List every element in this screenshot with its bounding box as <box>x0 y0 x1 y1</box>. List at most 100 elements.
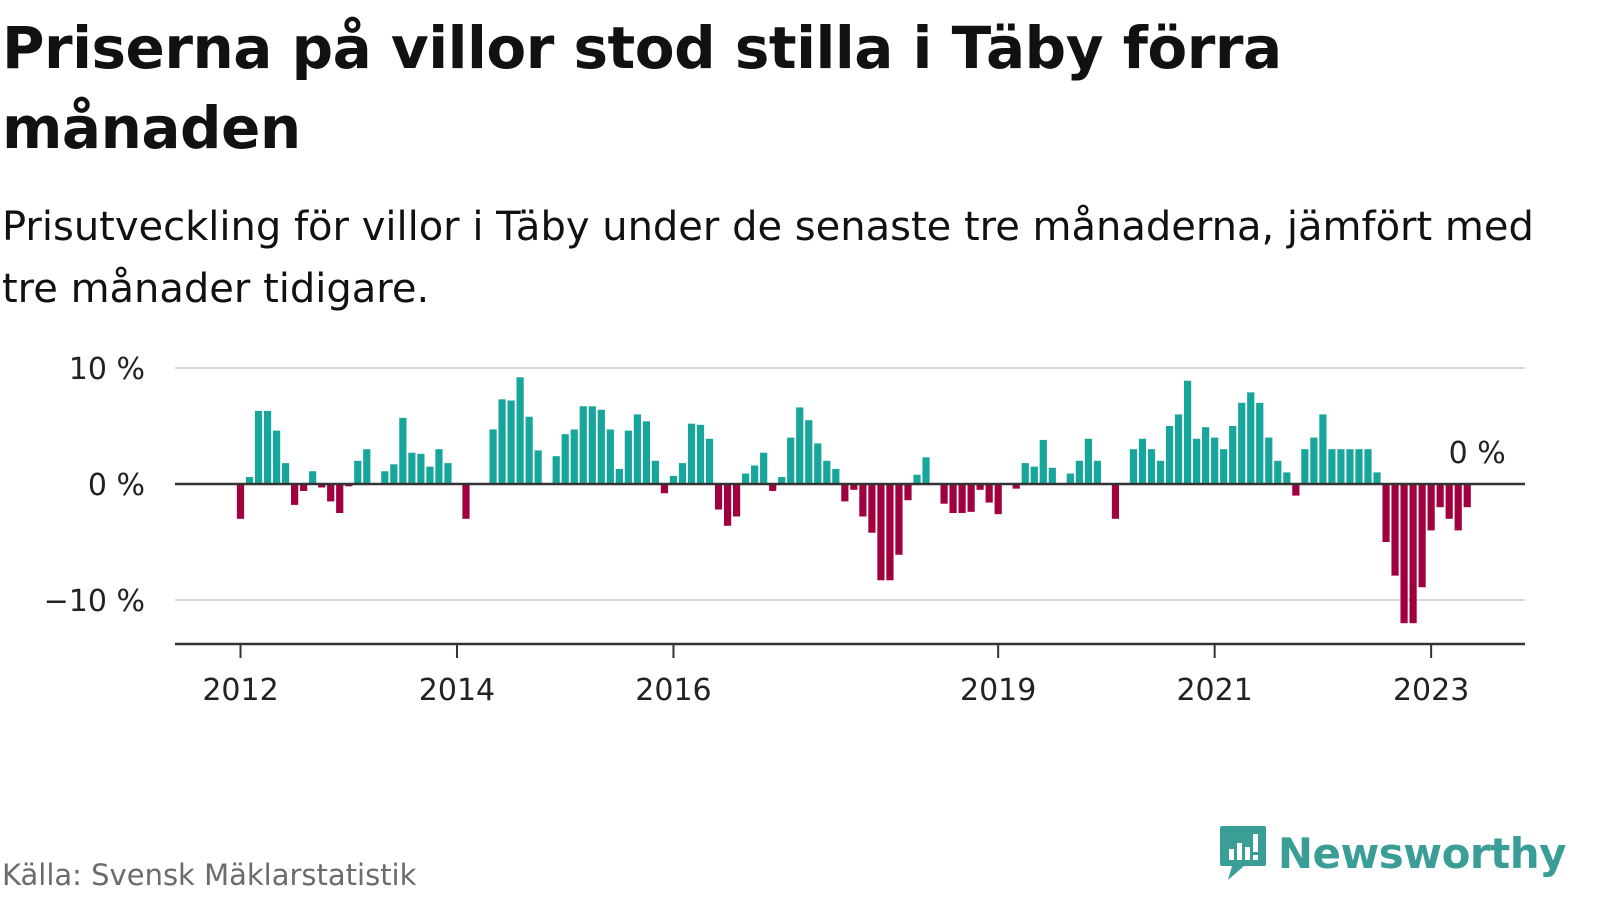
bar <box>787 437 795 484</box>
bar <box>742 473 750 484</box>
bar <box>778 477 786 484</box>
y-tick-label: 10 % <box>69 352 145 387</box>
bar <box>507 400 515 484</box>
bar <box>769 484 777 491</box>
x-axis-ticks: 2012 2014 2016 2019 2021 2023 <box>202 644 1469 708</box>
bar <box>696 424 705 484</box>
bar <box>1265 437 1273 484</box>
bar <box>336 484 344 513</box>
bar <box>751 465 759 484</box>
x-tick-label: 2023 <box>1393 673 1469 708</box>
bar <box>1292 484 1300 496</box>
bar <box>309 471 317 484</box>
bar <box>922 457 930 484</box>
bar <box>254 410 263 484</box>
bar <box>1138 438 1147 484</box>
brand-name: Newsworthy <box>1277 828 1567 878</box>
bar <box>651 460 660 484</box>
bar <box>723 484 732 526</box>
bar <box>760 452 768 484</box>
bar <box>435 449 443 484</box>
gridlines <box>175 367 1525 601</box>
bar <box>417 453 425 484</box>
bar <box>805 420 813 484</box>
bar <box>615 468 623 484</box>
bar <box>687 423 696 484</box>
bar <box>633 414 641 484</box>
bar <box>796 407 804 484</box>
bar <box>850 484 858 490</box>
bar <box>1355 449 1363 484</box>
bar <box>1202 427 1210 484</box>
bar <box>570 429 578 484</box>
bar <box>895 484 903 555</box>
bar <box>1048 467 1056 484</box>
bar <box>516 377 524 484</box>
bar <box>1184 380 1192 484</box>
bar <box>462 484 470 519</box>
bar <box>940 484 948 504</box>
x-tick-label: 2021 <box>1176 673 1252 708</box>
bar <box>1310 437 1318 484</box>
source-note: Källa: Svensk Mäklarstatistik <box>2 858 417 892</box>
bar <box>1174 414 1183 484</box>
bar <box>994 484 1002 515</box>
bar <box>1400 484 1408 624</box>
bar <box>381 471 389 484</box>
bar <box>318 484 326 488</box>
chart-subtitle: Prisutveckling för villor i Täby under d… <box>2 204 1534 312</box>
bar <box>1021 463 1029 484</box>
bar <box>282 463 290 484</box>
bar <box>1229 426 1237 484</box>
bar <box>886 484 894 581</box>
bar <box>1301 449 1309 484</box>
bar <box>1256 402 1264 484</box>
bar <box>660 484 669 494</box>
bar <box>1147 449 1156 484</box>
bar <box>300 484 308 491</box>
bar <box>913 474 921 484</box>
bar <box>1373 472 1381 484</box>
bar <box>669 475 678 484</box>
bar <box>1328 449 1336 484</box>
bar <box>976 484 984 490</box>
bar <box>1409 484 1417 624</box>
bar <box>868 484 876 533</box>
bar-chart: 2012 2014 2016 2019 2021 2023 10 % 0 % −10 % 0 … <box>44 352 1525 708</box>
bar <box>1283 472 1291 484</box>
bar <box>859 484 867 517</box>
bar <box>534 450 542 484</box>
bar <box>408 452 416 484</box>
bar <box>498 399 506 484</box>
bar <box>525 416 533 484</box>
bar <box>1427 484 1435 531</box>
last-value-label: 0 % <box>1449 436 1506 471</box>
bar <box>814 443 822 484</box>
bar <box>714 484 723 510</box>
bar <box>1391 484 1399 576</box>
bar <box>597 409 605 484</box>
bar <box>1346 449 1354 484</box>
x-tick-label: 2016 <box>635 673 711 708</box>
bar <box>624 430 632 484</box>
y-axis-labels: 10 % 0 % −10 % <box>44 352 145 619</box>
bar <box>841 484 849 502</box>
bar <box>1382 484 1390 542</box>
bar <box>236 484 245 519</box>
bar <box>823 460 831 484</box>
newsworthy-logo[interactable]: Newsworthy <box>1218 824 1567 882</box>
bar <box>1193 438 1201 484</box>
bar <box>1274 460 1282 484</box>
bar <box>489 429 497 484</box>
bar <box>1463 484 1471 508</box>
bar <box>985 484 993 503</box>
bar <box>1165 426 1174 484</box>
bar <box>327 484 335 502</box>
bar <box>642 421 650 484</box>
bar <box>1156 460 1165 484</box>
bar <box>967 484 975 512</box>
y-tick-label: −10 % <box>44 584 145 619</box>
bar <box>1454 484 1462 531</box>
x-tick-label: 2012 <box>202 673 278 708</box>
bar <box>733 484 741 517</box>
